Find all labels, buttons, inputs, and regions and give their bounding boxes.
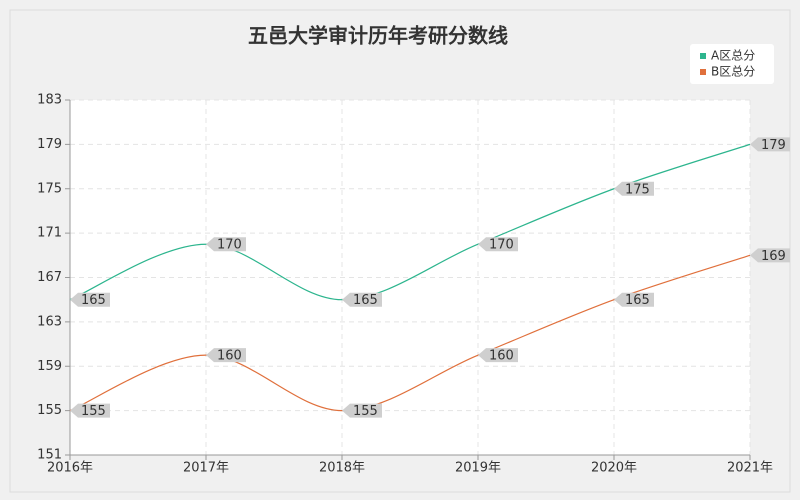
y-tick-label: 155 (37, 403, 62, 418)
data-label-tag (70, 403, 110, 418)
data-label-tag (614, 292, 654, 307)
y-tick-label: 171 (37, 226, 62, 241)
plot-area (70, 100, 750, 455)
x-tick-label: 2021年 (727, 461, 773, 476)
data-label: 155 (81, 404, 106, 419)
x-tick-label: 2019年 (455, 461, 501, 476)
data-label: 169 (761, 249, 786, 264)
data-label: 165 (81, 293, 106, 308)
legend-marker (700, 69, 706, 75)
y-tick-label: 183 (37, 93, 62, 108)
data-label: 170 (217, 238, 242, 253)
data-label: 175 (625, 182, 650, 197)
data-label-tag (206, 237, 246, 252)
data-label-tag (478, 237, 518, 252)
x-tick-label: 2020年 (591, 461, 637, 476)
legend-label: B区总分 (711, 65, 755, 79)
x-tick-label: 2017年 (183, 461, 229, 476)
data-label: 160 (217, 349, 242, 364)
legend-marker (700, 53, 706, 59)
y-tick-label: 163 (37, 314, 62, 329)
data-label-tag (478, 348, 518, 363)
data-label: 170 (489, 238, 514, 253)
chart-title: 五邑大学审计历年考研分数线 (248, 24, 508, 48)
y-tick-label: 151 (37, 448, 62, 463)
data-label-tag (70, 292, 110, 307)
data-label-tag (614, 181, 654, 196)
x-tick-label: 2018年 (319, 461, 365, 476)
data-label: 179 (761, 138, 786, 153)
x-tick-label: 2016年 (47, 461, 93, 476)
y-tick-label: 175 (37, 181, 62, 196)
data-label: 155 (353, 404, 378, 419)
data-label-tag (342, 403, 382, 418)
legend-label: A区总分 (711, 49, 755, 63)
data-label-tag (750, 137, 790, 152)
y-tick-label: 167 (37, 270, 62, 285)
data-label-tag (206, 348, 246, 363)
data-label: 165 (353, 293, 378, 308)
data-label: 160 (489, 349, 514, 364)
y-tick-label: 179 (37, 137, 62, 152)
data-label-tag (750, 248, 790, 263)
legend-box (690, 44, 774, 84)
data-label: 165 (625, 293, 650, 308)
y-tick-label: 159 (37, 359, 62, 374)
data-label-tag (342, 292, 382, 307)
